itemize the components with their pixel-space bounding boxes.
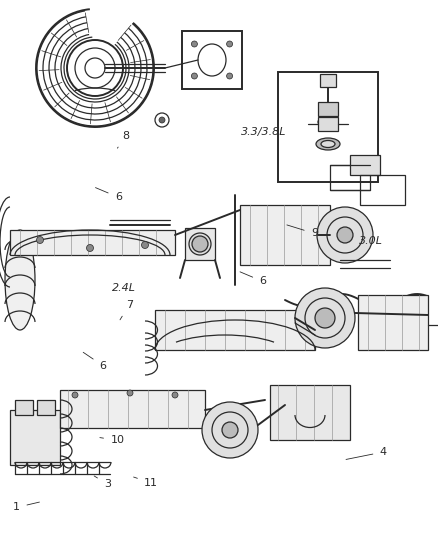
- Text: 6: 6: [83, 352, 106, 370]
- FancyBboxPatch shape: [350, 155, 380, 175]
- FancyBboxPatch shape: [358, 295, 428, 350]
- Circle shape: [191, 41, 198, 47]
- Circle shape: [172, 392, 178, 398]
- Text: 10: 10: [100, 435, 124, 445]
- Circle shape: [141, 241, 148, 248]
- FancyBboxPatch shape: [270, 385, 350, 440]
- Ellipse shape: [5, 230, 35, 330]
- Circle shape: [202, 402, 258, 458]
- FancyBboxPatch shape: [10, 230, 175, 255]
- Circle shape: [226, 41, 233, 47]
- FancyBboxPatch shape: [320, 74, 336, 87]
- Circle shape: [192, 236, 208, 252]
- Circle shape: [222, 422, 238, 438]
- Text: 6: 6: [240, 272, 266, 286]
- Circle shape: [295, 288, 355, 348]
- Circle shape: [191, 73, 198, 79]
- Text: 2.4L: 2.4L: [112, 283, 136, 293]
- Circle shape: [85, 58, 105, 78]
- Ellipse shape: [316, 138, 340, 150]
- FancyBboxPatch shape: [10, 410, 60, 465]
- FancyBboxPatch shape: [60, 390, 205, 428]
- Circle shape: [72, 392, 78, 398]
- Text: 1: 1: [13, 502, 39, 512]
- Text: 6: 6: [95, 188, 122, 202]
- Circle shape: [315, 308, 335, 328]
- FancyBboxPatch shape: [185, 228, 215, 260]
- Circle shape: [159, 117, 165, 123]
- Circle shape: [317, 207, 373, 263]
- Circle shape: [36, 237, 43, 244]
- FancyBboxPatch shape: [240, 205, 330, 265]
- Ellipse shape: [321, 141, 335, 148]
- Circle shape: [226, 73, 233, 79]
- Text: 9: 9: [287, 225, 318, 238]
- Text: 4: 4: [346, 447, 387, 459]
- Text: 3.0L: 3.0L: [359, 236, 383, 246]
- Text: 11: 11: [134, 477, 158, 488]
- FancyBboxPatch shape: [155, 310, 315, 350]
- Text: 7: 7: [120, 300, 133, 320]
- FancyBboxPatch shape: [15, 400, 33, 415]
- FancyBboxPatch shape: [318, 117, 338, 131]
- Circle shape: [86, 245, 93, 252]
- Text: 3.3/3.8L: 3.3/3.8L: [241, 127, 286, 137]
- FancyBboxPatch shape: [37, 400, 55, 415]
- Text: 3: 3: [94, 476, 111, 489]
- Circle shape: [127, 390, 133, 396]
- Circle shape: [337, 227, 353, 243]
- Text: 8: 8: [117, 131, 130, 148]
- Ellipse shape: [189, 233, 211, 255]
- FancyBboxPatch shape: [318, 102, 338, 116]
